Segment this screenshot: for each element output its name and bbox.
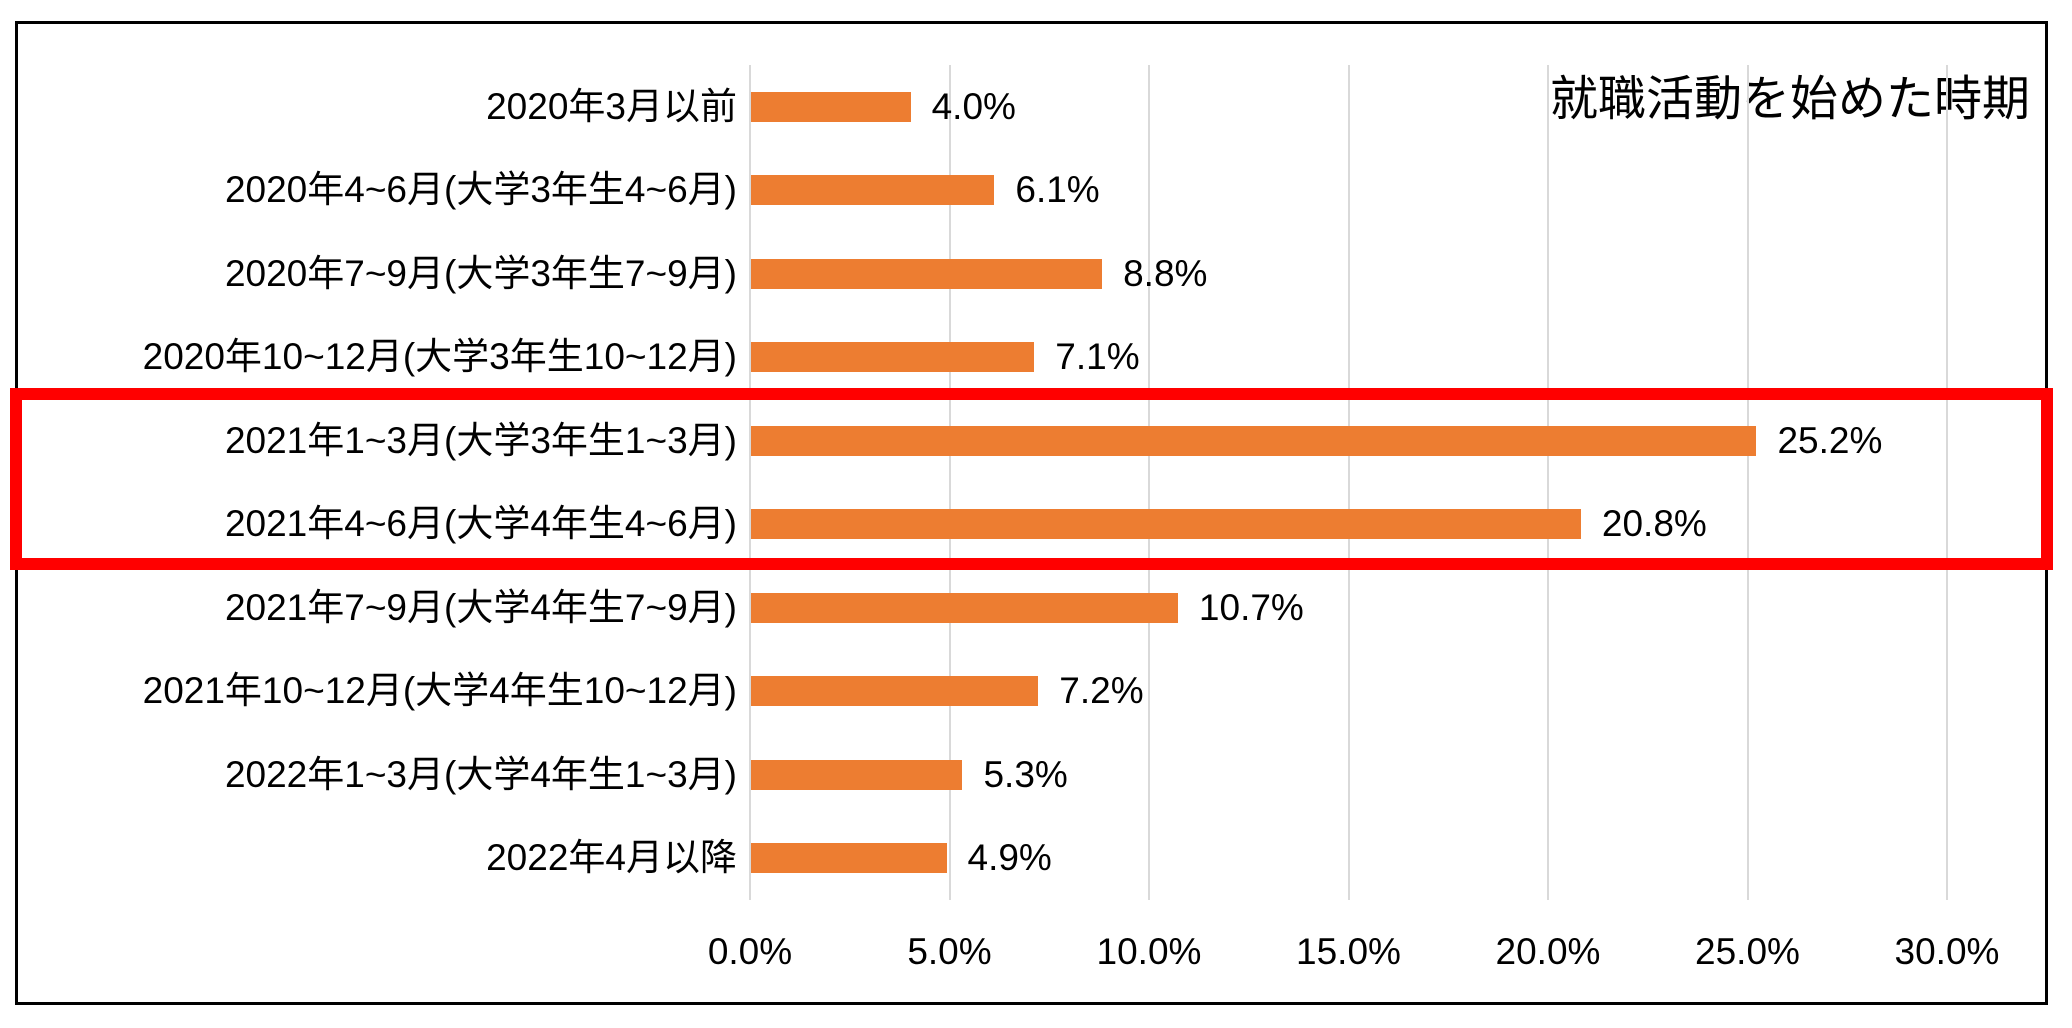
chart-title: 就職活動を始めた時期 [1549, 73, 2030, 126]
gridline [1547, 65, 1549, 900]
x-axis-tick-label: 15.0% [1296, 931, 1401, 972]
category-label: 2021年7~9月(大学4年生7~9月) [224, 586, 737, 628]
value-label: 10.7% [1198, 586, 1304, 628]
bar [751, 91, 911, 122]
category-label: 2020年7~9月(大学3年生7~9月) [224, 252, 737, 294]
x-axis-tick-label: 20.0% [1495, 931, 1601, 972]
value-label: 25.2% [1777, 419, 1883, 461]
value-label: 20.8% [1601, 503, 1707, 545]
gridline [1946, 65, 1948, 900]
x-axis-tick-label: 25.0% [1695, 931, 1800, 972]
x-axis-tick-label: 10.0% [1096, 931, 1202, 972]
value-label: 7.1% [1055, 336, 1140, 378]
value-label: 5.3% [983, 753, 1068, 795]
bar [751, 676, 1039, 707]
category-label: 2020年10~12月(大学3年生10~12月) [142, 336, 737, 378]
category-label: 2021年4~6月(大学4年生4~6月) [224, 503, 737, 545]
gridline [1347, 65, 1350, 900]
gridline [1746, 65, 1749, 900]
value-label: 7.2% [1059, 670, 1144, 712]
gridline [749, 65, 751, 900]
bar [751, 509, 1581, 540]
value-label: 4.9% [967, 837, 1052, 879]
value-label: 8.8% [1123, 252, 1208, 294]
category-label: 2021年10~12月(大学4年生10~12月) [142, 670, 737, 712]
category-label: 2020年4~6月(大学3年生4~6月) [224, 169, 737, 211]
category-label: 2020年3月以前 [486, 85, 737, 127]
value-label: 4.0% [931, 85, 1016, 127]
bar [751, 843, 947, 874]
x-axis-tick-label: 0.0% [707, 931, 793, 972]
gridline [948, 65, 951, 900]
category-label: 2022年4月以降 [486, 837, 737, 879]
value-label: 6.1% [1015, 169, 1100, 211]
bar [751, 175, 995, 206]
highlight-rectangle [10, 388, 2053, 570]
bar [751, 342, 1035, 373]
category-label: 2021年1~3月(大学3年生1~3月) [224, 419, 737, 461]
x-axis-tick-label: 30.0% [1894, 931, 2000, 972]
bar [751, 425, 1757, 456]
x-axis-tick-label: 5.0% [907, 931, 992, 972]
gridline [1148, 65, 1150, 900]
bar [751, 258, 1103, 289]
bar [751, 759, 963, 790]
category-label: 2022年1~3月(大学4年生1~3月) [224, 753, 737, 795]
bar [751, 592, 1178, 623]
